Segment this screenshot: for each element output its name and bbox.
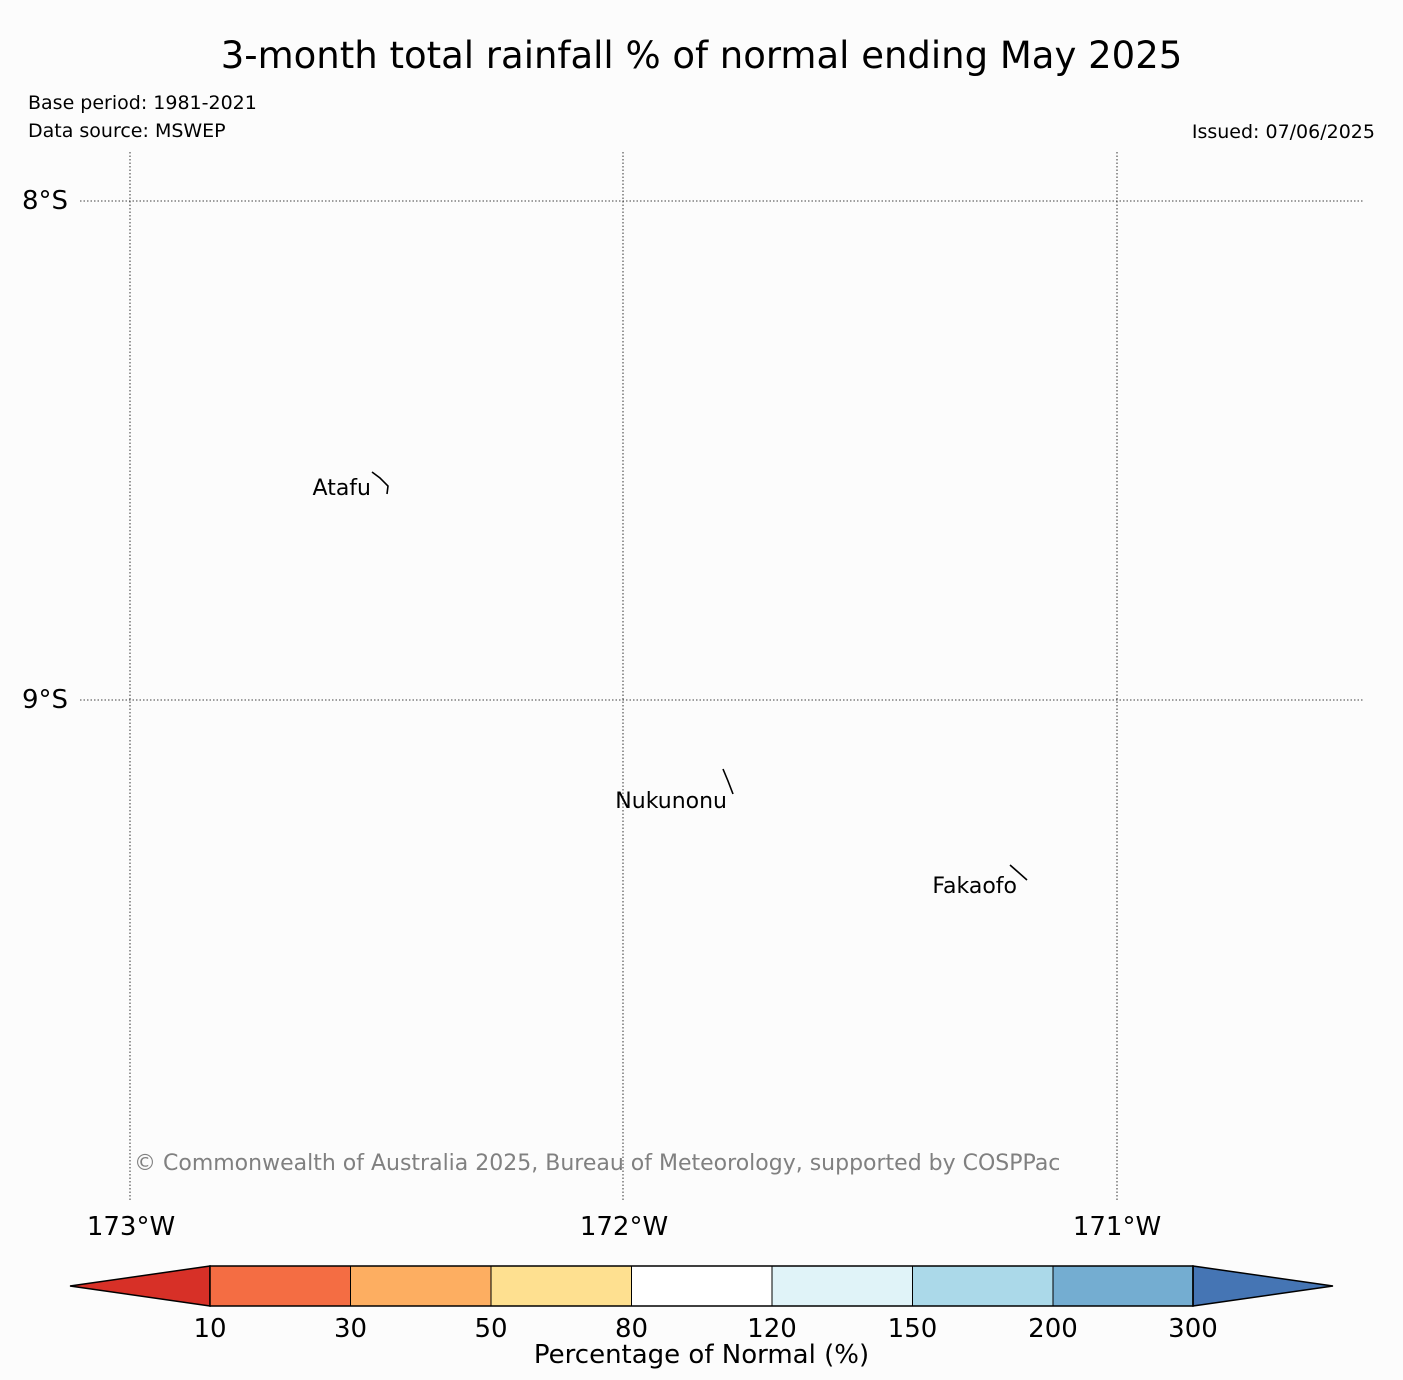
- gridlines: [80, 152, 1363, 1200]
- colorbar-bin-150-200: [912, 1265, 1054, 1307]
- map-area: 8°S 9°S 173°W 172°W 171°W Atafu Nukunonu…: [22, 152, 1363, 1242]
- map-title: 3-month total rainfall % of normal endin…: [220, 34, 1183, 77]
- colorbar-outline: [209, 1265, 1194, 1307]
- colorbar-bin-10-30: [209, 1265, 351, 1307]
- lat-label-9s: 9°S: [22, 685, 68, 715]
- colorbar-bin-120-150: [771, 1265, 913, 1307]
- colorbar-bin-30-50: [350, 1265, 492, 1307]
- colorbar-extend-high: [1192, 1265, 1334, 1307]
- data-source-text: Data source: MSWEP: [28, 120, 226, 142]
- lat-label-8s: 8°S: [22, 186, 68, 216]
- colorbar-bin-50-80: [490, 1265, 632, 1307]
- copyright-notice: © Commonwealth of Australia 2025, Bureau…: [134, 1151, 1061, 1176]
- lon-label-171w: 171°W: [1073, 1212, 1161, 1242]
- colorbar-extend-low: [69, 1265, 211, 1307]
- place-label-nukunonu: Nukunonu: [615, 789, 727, 814]
- issued-date-text: Issued: 07/06/2025: [1191, 121, 1375, 143]
- nukunonu-island-outline: [722, 768, 734, 795]
- base-period-text: Base period: 1981-2021: [28, 92, 257, 114]
- fakaofo-island-outline: [1009, 864, 1028, 881]
- place-label-fakaofo: Fakaofo: [932, 874, 1017, 899]
- place-label-atafu: Atafu: [313, 476, 371, 501]
- lon-label-173w: 173°W: [87, 1212, 175, 1242]
- colorbar-bin-200-300: [1052, 1265, 1194, 1307]
- atafu-island-outline: [371, 471, 389, 495]
- lon-label-172w: 172°W: [580, 1212, 668, 1242]
- islands: [371, 471, 1028, 881]
- colorbar-bin-80-120: [631, 1265, 773, 1307]
- colorbar-label: Percentage of Normal (%): [533, 1340, 870, 1370]
